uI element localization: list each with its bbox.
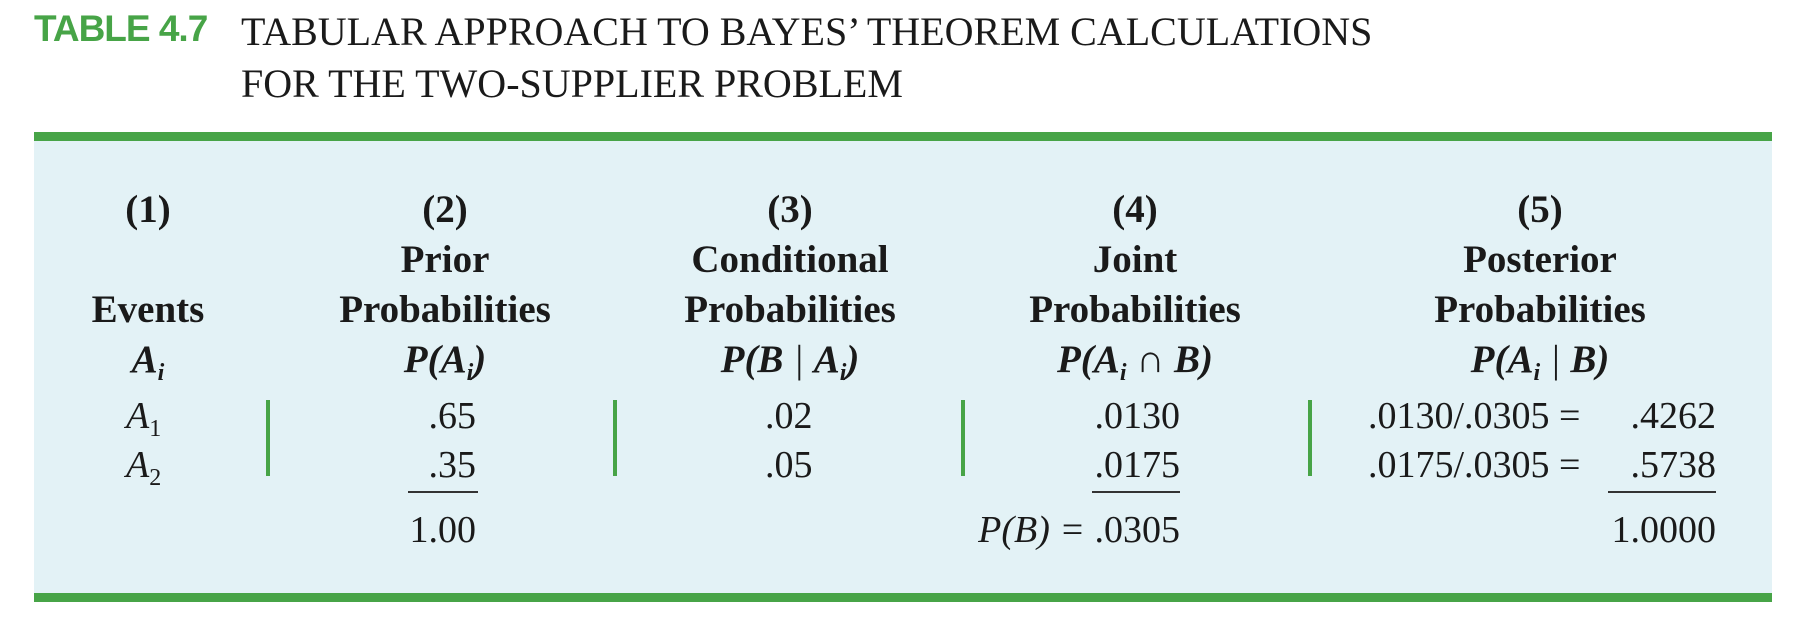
conditional-a1: .02: [765, 395, 813, 437]
table-title-line-2: FOR THE TWO-SUPPLIER PROBLEM: [241, 61, 903, 106]
table-panel: [34, 132, 1772, 597]
joint-a2: .0175: [1094, 444, 1181, 486]
column-number: (1): [125, 188, 171, 231]
joint-total: P(B) = .0305: [978, 509, 1180, 551]
column-separator: [266, 400, 270, 476]
sum-rule-joint: [1092, 491, 1180, 493]
column-header-events: (1) Events Ai: [64, 185, 232, 386]
column-separator: [613, 400, 617, 476]
column-number: (3): [767, 188, 813, 231]
column-symbol: P(Ai): [403, 338, 487, 386]
posterior-a1: .4262: [1630, 395, 1717, 437]
table-title-line-1: TABULAR APPROACH TO BAYES’ THEOREM CALCU…: [241, 9, 1373, 54]
column-symbol: P(Ai | B): [1470, 338, 1610, 386]
column-label-line1: Posterior: [1463, 238, 1617, 281]
column-separator: [1308, 400, 1312, 476]
table-number: TABLE 4.7: [34, 8, 208, 49]
column-symbol: P(Ai ∩ B): [1056, 338, 1214, 386]
posterior-total: 1.0000: [1611, 509, 1717, 551]
posterior-expression-a1: .0130/.0305 =: [1368, 395, 1581, 437]
posterior-a2: .5738: [1630, 444, 1717, 486]
prior-a2: .35: [428, 444, 477, 486]
sum-rule-prior: [408, 491, 478, 493]
column-label-line2: Probabilities: [1029, 288, 1241, 331]
column-label-line2: Probabilities: [339, 288, 551, 331]
column-header-prior: (2) Prior Probabilities P(Ai): [300, 185, 590, 386]
posterior-expression-a2: .0175/.0305 =: [1368, 444, 1581, 486]
column-separator: [961, 400, 965, 476]
prior-a1: .65: [428, 395, 477, 437]
column-label-line1: Conditional: [691, 238, 889, 281]
column-label-line2: Probabilities: [684, 288, 896, 331]
column-symbol: Ai: [131, 338, 165, 386]
bottom-rule: [34, 593, 1772, 602]
top-rule: [34, 132, 1772, 141]
column-label-line2: Probabilities: [1434, 288, 1646, 331]
prior-total: 1.00: [409, 509, 477, 551]
column-header-posterior: (5) Posterior Probabilities P(Ai | B): [1380, 185, 1700, 386]
column-header-joint: (4) Joint Probabilities P(Ai ∩ B): [985, 185, 1285, 386]
event-a1: A1: [126, 395, 162, 442]
column-number: (5): [1517, 188, 1563, 231]
joint-a1: .0130: [1094, 395, 1181, 437]
column-label-line1: Joint: [1092, 238, 1178, 281]
event-a2: A2: [126, 444, 162, 491]
column-label: Events: [91, 288, 205, 331]
sum-rule-posterior: [1608, 491, 1716, 493]
conditional-a2: .05: [765, 444, 813, 486]
column-label-line1: Prior: [400, 238, 490, 281]
column-number: (4): [1112, 188, 1158, 231]
column-number: (2): [422, 188, 468, 231]
column-symbol: P(B | Ai): [720, 338, 860, 386]
column-header-conditional: (3) Conditional Probabilities P(B | Ai): [640, 185, 940, 386]
